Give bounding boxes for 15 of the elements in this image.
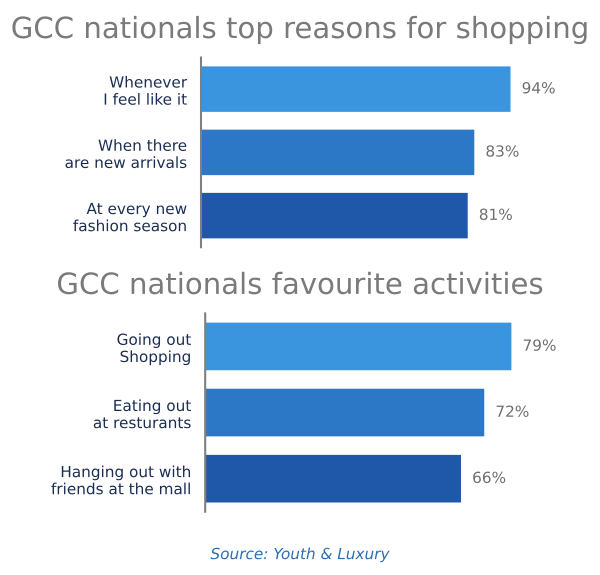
y-tick-label: Whenever I feel like it: [104, 76, 188, 105]
data-label: 81%: [480, 208, 512, 220]
source-note: Source: Youth & Luxury: [210, 547, 390, 562]
y-tick-label: Going out Shopping: [117, 333, 191, 366]
chart-title: GCC nationals favourite activities: [58, 272, 542, 294]
data-label: 72%: [496, 405, 528, 417]
y-tick-label: When there are new arrivals: [66, 139, 186, 168]
data-label: 79%: [524, 339, 556, 351]
y-tick-label: At every new fashion season: [73, 202, 186, 232]
data-label: 66%: [473, 472, 506, 484]
y-tick-label: Eating out at resturants: [94, 399, 191, 428]
chart-title: GCC nationals top reasons for shopping: [12, 16, 587, 44]
data-label: 83%: [486, 145, 519, 157]
y-tick-label: Hanging out with friends at the mall: [51, 465, 190, 494]
data-label: 94%: [522, 82, 555, 94]
